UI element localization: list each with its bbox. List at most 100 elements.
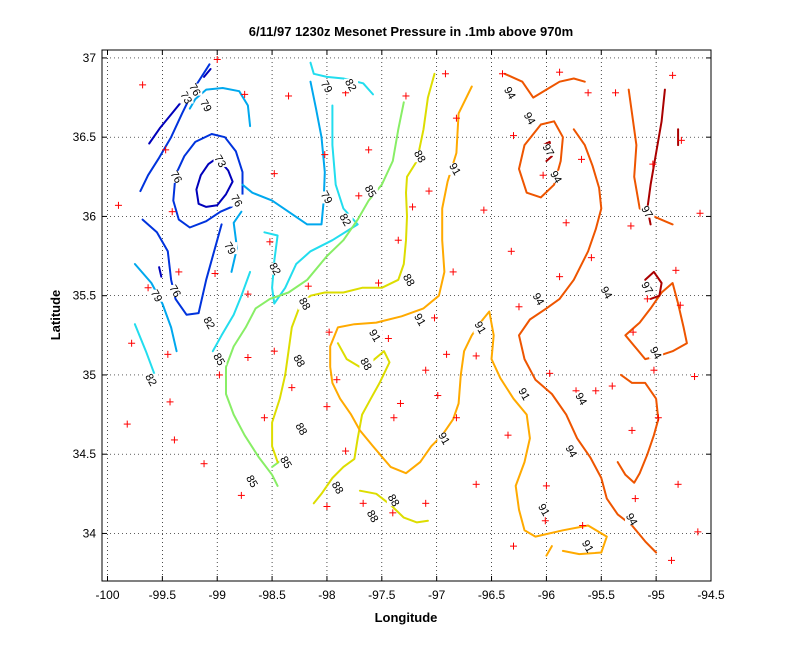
- station-marker: [643, 295, 651, 303]
- contour-label-79: 79: [318, 79, 335, 96]
- contour-label-73: 73: [211, 153, 228, 170]
- contour-label-bg: [188, 83, 203, 96]
- contour-line-94: [616, 373, 660, 484]
- station-marker: [672, 266, 680, 274]
- y-tick-label: 34: [83, 526, 97, 540]
- contour-label-bg: [212, 353, 227, 366]
- contour-line-73: [148, 101, 182, 145]
- contour-label-bg: [319, 191, 334, 204]
- y-tick-label: 34.5: [73, 447, 97, 461]
- contour-label-bg: [581, 540, 596, 553]
- x-tick-label: -97: [428, 588, 446, 602]
- contour-label-bg: [338, 213, 353, 226]
- station-marker: [200, 460, 208, 468]
- contour-label-88: 88: [290, 353, 307, 370]
- station-marker: [674, 480, 682, 488]
- contour-label-bg: [229, 194, 244, 207]
- contour-label-bg: [448, 162, 463, 175]
- y-tick-label: 36: [83, 209, 97, 223]
- station-marker: [579, 522, 587, 530]
- station-marker: [355, 192, 363, 200]
- contour-label-bg: [213, 154, 228, 167]
- contour-label-94: 94: [501, 85, 518, 102]
- station-marker: [654, 414, 662, 422]
- station-marker: [556, 68, 564, 76]
- x-tick-label: -96.5: [478, 588, 506, 602]
- y-tick-label: 36.5: [73, 130, 97, 144]
- contour-label-91: 91: [535, 502, 552, 519]
- station-marker: [342, 447, 350, 455]
- contour-label-bg: [649, 346, 664, 359]
- contour-label-bg: [363, 185, 378, 198]
- contour-label-bg: [279, 456, 294, 469]
- station-marker: [396, 399, 404, 407]
- contour-label-88: 88: [357, 356, 374, 373]
- contour-label-bg: [624, 513, 639, 526]
- contour-label-88: 88: [296, 296, 313, 313]
- station-marker: [587, 254, 595, 262]
- station-marker: [452, 114, 460, 122]
- contour-label-bg: [168, 284, 183, 297]
- contour-label-88: 88: [364, 508, 381, 525]
- station-marker: [608, 382, 616, 390]
- station-marker: [409, 203, 417, 211]
- station-marker: [669, 71, 677, 79]
- contour-label-bg: [359, 357, 374, 370]
- contour-label-94: 94: [572, 391, 589, 408]
- contour-label-94: 94: [598, 285, 615, 302]
- contour-label-bg: [599, 286, 614, 299]
- contour-label-bg: [564, 445, 579, 458]
- station-marker: [422, 366, 430, 374]
- station-marker: [434, 392, 442, 400]
- x-tick-label: -96: [538, 588, 556, 602]
- station-marker: [542, 482, 550, 490]
- station-marker: [211, 269, 219, 277]
- contour-label-88: 88: [293, 421, 310, 438]
- station-marker: [430, 314, 438, 322]
- station-marker: [443, 350, 451, 358]
- station-marker: [677, 136, 685, 144]
- station-marker: [333, 376, 341, 384]
- station-marker: [539, 171, 547, 179]
- station-marker: [676, 301, 684, 309]
- contour-line-94: [518, 128, 658, 554]
- station-marker: [628, 426, 636, 434]
- station-marker: [323, 403, 331, 411]
- contour-label-94: 94: [623, 511, 640, 528]
- contour-label-bg: [223, 242, 238, 255]
- contour-line-88: [271, 72, 436, 464]
- station-marker: [649, 160, 657, 168]
- station-marker: [164, 350, 172, 358]
- contour-label-bg: [292, 354, 307, 367]
- contour-label-bg: [437, 432, 452, 445]
- contour-line-97: [644, 270, 663, 300]
- y-tick-labels: 34 34.5 35 35.5 36 36.5 37: [73, 51, 97, 541]
- station-marker: [504, 431, 512, 439]
- station-marker: [509, 132, 517, 140]
- contour-label-bg: [473, 321, 488, 334]
- contour-label-91: 91: [411, 312, 428, 329]
- station-marker: [323, 503, 331, 511]
- y-axis-label: Latitude: [48, 290, 63, 341]
- station-marker: [422, 499, 430, 507]
- contour-line-79: [230, 210, 243, 273]
- station-marker: [170, 436, 178, 444]
- station-marker: [325, 328, 333, 336]
- contour-label-88: 88: [411, 148, 428, 165]
- contour-label-85: 85: [362, 183, 379, 200]
- x-tick-label: -100: [95, 588, 119, 602]
- station-marker: [166, 398, 174, 406]
- contour-label-91: 91: [471, 320, 488, 337]
- station-marker: [241, 90, 249, 98]
- contour-label-91: 91: [366, 328, 383, 345]
- contour-label-82: 82: [336, 212, 353, 229]
- station-marker: [244, 354, 252, 362]
- station-marker: [321, 151, 329, 159]
- contour-label-bg: [640, 281, 655, 294]
- contour-label-79: 79: [318, 190, 335, 207]
- contour-label-79: 79: [148, 288, 165, 305]
- station-marker: [629, 328, 637, 336]
- contour-line-91: [545, 545, 553, 557]
- contour-line-94: [503, 72, 586, 99]
